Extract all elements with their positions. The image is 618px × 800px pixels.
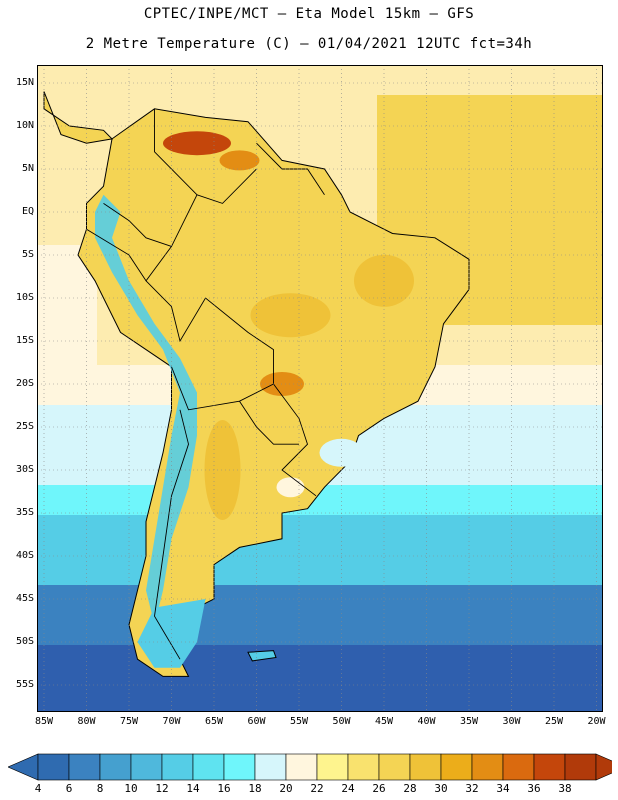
longitude-label: 30W [502, 716, 521, 727]
latitude-label: 30S [15, 464, 34, 475]
colorbar-tick-label: 20 [279, 782, 293, 795]
latitude-label: 55S [15, 679, 34, 690]
longitude-label: 40W [417, 716, 436, 727]
colorbar-tick-label: 28 [403, 782, 417, 795]
latitude-label: 5N [21, 163, 34, 174]
longitude-label: 45W [374, 716, 394, 727]
map-title-line-1: CPTEC/INPE/MCT – Eta Model 15km – GFS [143, 6, 475, 22]
ocean-band-mid [37, 585, 603, 645]
longitude-label: 55W [289, 716, 309, 727]
ocean-band-deep [37, 645, 603, 712]
cool-uruguay [276, 477, 305, 498]
colorbar-swatch [99, 753, 132, 781]
colorbar-tick-label: 32 [465, 782, 479, 795]
colorbar-swatch [130, 753, 163, 781]
longitude-label: 65W [204, 716, 224, 727]
colorbar-tick-label: 30 [434, 782, 448, 795]
longitude-label: 70W [162, 716, 181, 727]
colorbar-tick-label: 26 [372, 782, 386, 795]
cool-south-brazil [319, 438, 364, 467]
falkland-islands [247, 650, 277, 662]
colorbar-tick-label: 18 [248, 782, 262, 795]
colorbar-swatch [37, 753, 70, 781]
latitude-label: 10S [15, 292, 34, 303]
colorbar-tick-label: 22 [310, 782, 324, 795]
colorbar-swatch [285, 753, 318, 781]
land-temperature-field [43, 91, 470, 677]
colorbar-swatch [440, 753, 473, 781]
country-border [154, 409, 189, 660]
ocean-band-cyan [37, 515, 603, 585]
colorbar-tick-label: 4 [34, 782, 42, 795]
colorbar-swatch [316, 753, 349, 781]
country-border [256, 142, 325, 196]
colorbar-swatch [192, 753, 225, 781]
colorbar-swatch [471, 753, 504, 781]
colorbar-swatch [254, 753, 287, 781]
colorbar-swatch [378, 753, 411, 781]
colorbar-tick-label: 34 [496, 782, 510, 795]
hotspot-llanos [163, 131, 231, 156]
latitude-label: 5S [21, 249, 34, 260]
hotspot-orinoco [219, 150, 260, 171]
latitude-label: 25S [15, 421, 34, 432]
longitude-label: 35W [459, 716, 479, 727]
latitude-label: 45S [15, 593, 34, 604]
colorbar-swatch [347, 753, 380, 781]
colorbar [8, 753, 612, 781]
colorbar-swatch [502, 753, 535, 781]
colorbar-swatch [409, 753, 442, 781]
warm-mato-grosso [250, 293, 331, 338]
warm-chaco [204, 420, 241, 520]
longitude-label: 25W [544, 716, 564, 727]
country-border [103, 203, 172, 247]
map-title-line-2: 2 Metre Temperature (C) – 01/04/2021 12U… [85, 36, 533, 52]
latitude-label: 40S [15, 550, 34, 561]
colorbar-high-arrow [595, 753, 612, 781]
latitude-label: 15N [15, 77, 34, 88]
colorbar-tick-label: 10 [124, 782, 138, 795]
colorbar-tick-label: 16 [217, 782, 231, 795]
latitude-label: 10N [15, 120, 34, 131]
longitude-label: 20W [587, 716, 606, 727]
colorbar-swatch [223, 753, 256, 781]
colorbar-swatch [564, 753, 597, 781]
colorbar-tick-label: 36 [527, 782, 541, 795]
longitude-label: 80W [77, 716, 96, 727]
country-border [154, 108, 198, 196]
colorbar-swatch [68, 753, 101, 781]
colorbar-tick-label: 8 [96, 782, 104, 795]
central-america [43, 91, 114, 144]
latitude-label: 35S [15, 507, 34, 518]
latitude-label: 15S [15, 335, 34, 346]
temperature-map [37, 65, 603, 712]
colorbar-tick-label: 24 [341, 782, 355, 795]
latitude-label: 20S [15, 378, 34, 389]
colorbar-low-arrow [8, 753, 39, 781]
map-frame [37, 65, 603, 712]
colorbar-swatch [161, 753, 194, 781]
warm-northeast [354, 254, 414, 307]
colorbar-tick-label: 14 [186, 782, 200, 795]
longitude-label: 50W [332, 716, 351, 727]
longitude-label: 60W [247, 716, 266, 727]
latitude-label: EQ [21, 206, 34, 217]
latitude-label: 50S [15, 636, 34, 647]
colorbar-tick-label: 38 [558, 782, 572, 795]
colorbar-swatch [533, 753, 566, 781]
country-border [239, 400, 299, 445]
longitude-label: 85W [34, 716, 54, 727]
colorbar-tick-label: 12 [155, 782, 169, 795]
temperature-map-canvas [37, 65, 603, 712]
ocean-temperature-bands [37, 65, 603, 712]
colorbar-tick-label: 6 [65, 782, 73, 795]
longitude-label: 75W [119, 716, 139, 727]
